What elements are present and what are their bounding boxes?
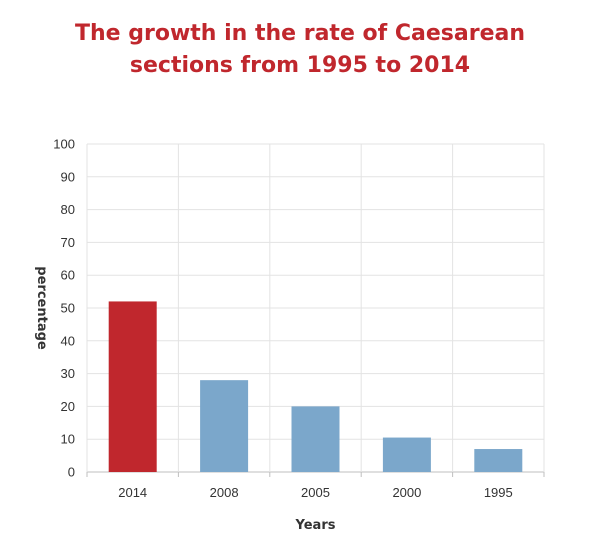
grid-lines (86, 143, 545, 477)
bar-1995 (474, 449, 523, 472)
x-tick-label: 2005 (301, 485, 330, 500)
y-tick-label: 100 (53, 137, 75, 152)
x-axis-label: Years (295, 518, 336, 533)
x-tick-label: 1995 (484, 485, 513, 500)
y-tick-label: 10 (61, 432, 75, 447)
y-tick-label: 30 (61, 366, 75, 381)
chart-title: The growth in the rate of Caesarean sect… (0, 18, 600, 82)
bars (108, 301, 523, 472)
bar-2008 (200, 380, 249, 472)
y-axis-label: percentage (34, 266, 49, 350)
y-tick-label: 0 (68, 465, 75, 480)
x-tick-label: 2000 (392, 485, 421, 500)
y-tick-label: 50 (61, 301, 75, 316)
y-tick-label: 20 (61, 399, 75, 414)
bar-2005 (291, 406, 340, 472)
x-tick-label: 2008 (210, 485, 239, 500)
y-tick-label: 90 (61, 169, 75, 184)
x-tick-labels: 2014 2008 2005 2000 1995 (118, 485, 513, 500)
y-tick-labels: 0 10 20 30 40 50 60 70 80 90 100 (53, 137, 75, 480)
chart-title-line-1: The growth in the rate of Caesarean (74, 21, 525, 46)
y-tick-label: 80 (61, 202, 75, 217)
bar-2014 (108, 301, 157, 472)
x-tick-label: 2014 (118, 485, 147, 500)
bar-2000 (382, 437, 431, 472)
y-tick-label: 40 (61, 333, 75, 348)
y-tick-label: 60 (61, 268, 75, 283)
y-tick-label: 70 (61, 235, 75, 250)
chart-title-line-2: sections from 1995 to 2014 (129, 53, 471, 78)
